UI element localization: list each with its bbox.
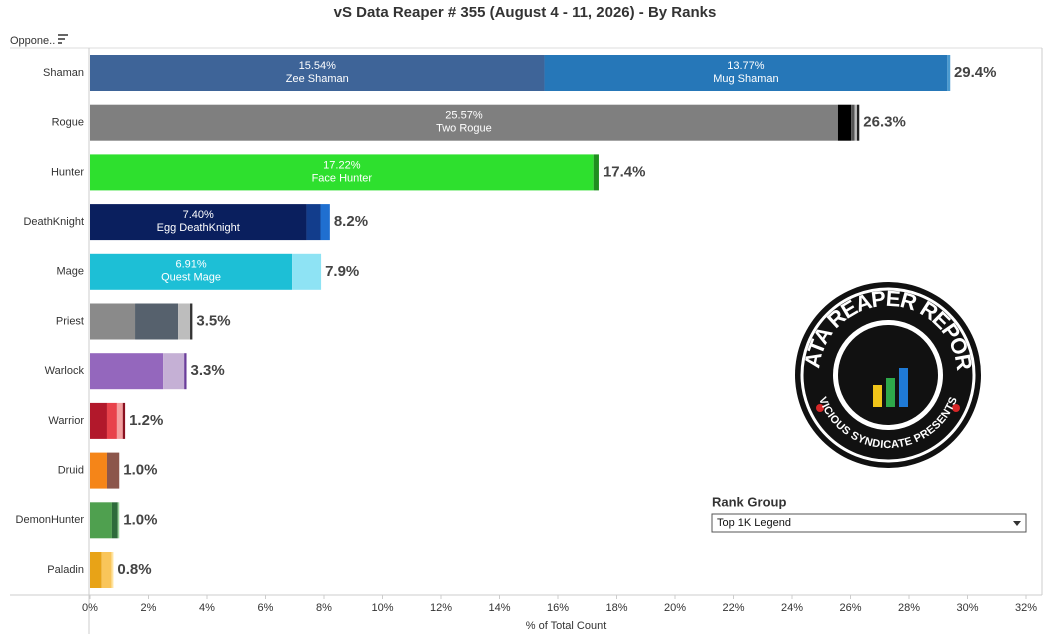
bar-segment (90, 552, 102, 588)
total-label: 3.5% (196, 312, 230, 329)
x-tick-label: 4% (199, 602, 215, 614)
x-tick-label: 8% (316, 602, 332, 614)
filter-dropdown[interactable] (711, 513, 1027, 533)
category-label: DemonHunter (16, 514, 85, 526)
chart-title: vS Data Reaper # 355 (August 4 - 11, 202… (334, 4, 717, 21)
bar-segment (190, 303, 193, 340)
bar-segment (111, 502, 118, 539)
bar-segment (111, 552, 114, 588)
segment-name-label: Mug Shaman (713, 73, 778, 85)
bar-segment (116, 402, 123, 439)
bar-segment (90, 154, 594, 191)
segment-value-label: 15.54% (299, 60, 337, 72)
bar-segment (106, 402, 117, 439)
x-tick-label: 24% (781, 602, 803, 614)
category-label: DeathKnight (23, 216, 84, 228)
x-tick-label: 10% (371, 602, 393, 614)
segment-value-label: 7.40% (183, 209, 214, 221)
bar-segment (178, 303, 191, 340)
bar-segment (90, 104, 838, 141)
x-tick-label: 14% (488, 602, 510, 614)
bar-segment (117, 502, 120, 539)
sort-icon[interactable] (58, 34, 68, 44)
x-tick-label: 22% (722, 602, 744, 614)
x-tick-label: 20% (664, 602, 686, 614)
total-label: 3.3% (191, 362, 225, 379)
bar-segment (320, 204, 330, 241)
segment-name-label: Face Hunter (312, 172, 373, 184)
bar-segment (854, 104, 857, 141)
x-tick-label: 28% (898, 602, 920, 614)
bar-segment (851, 104, 855, 141)
total-label: 8.2% (334, 213, 368, 230)
segment-name-label: Two Rogue (436, 123, 492, 135)
bar-segment (135, 303, 179, 340)
bar-segment (292, 253, 322, 290)
x-axis-label: % of Total Count (526, 620, 607, 632)
bar-segment (856, 104, 860, 141)
bar-segment (106, 452, 120, 489)
bar-segment (184, 353, 187, 390)
total-label: 1.0% (123, 462, 157, 479)
total-label: 1.2% (129, 412, 163, 429)
segment-value-label: 17.22% (323, 159, 361, 171)
dropdown-arrow[interactable] (1013, 521, 1021, 526)
category-label: Rogue (52, 117, 84, 129)
total-label: 0.8% (117, 561, 151, 578)
bar-segment (122, 402, 126, 439)
category-label: Druid (58, 465, 84, 477)
segment-value-label: 25.57% (445, 110, 483, 122)
category-label: Paladin (47, 564, 84, 576)
category-label: Priest (56, 315, 84, 327)
bar-segment (90, 402, 107, 439)
total-label: 7.9% (325, 263, 359, 280)
category-label: Hunter (51, 166, 84, 178)
segment-value-label: 6.91% (175, 259, 206, 271)
total-label: 17.4% (603, 163, 646, 180)
bar-segment (544, 55, 948, 91)
total-label: 29.4% (954, 64, 997, 81)
bar-segment (837, 104, 852, 141)
total-label: 26.3% (863, 114, 906, 131)
x-tick-label: 16% (547, 602, 569, 614)
category-label: Warrior (48, 415, 84, 427)
bar-segment (90, 303, 136, 340)
x-tick-label: 2% (141, 602, 157, 614)
x-tick-label: 18% (605, 602, 627, 614)
filter-label: Rank Group (712, 494, 786, 509)
x-tick-label: 6% (258, 602, 274, 614)
bar-segment (90, 253, 293, 290)
x-tick-label: 26% (839, 602, 861, 614)
x-tick-label: 30% (956, 602, 978, 614)
bar-segment (90, 204, 307, 241)
category-label: Shaman (43, 67, 84, 79)
filter-value[interactable]: Top 1K Legend (717, 517, 791, 529)
bar-segment (306, 204, 321, 241)
bar-segment (90, 55, 545, 91)
category-label: Warlock (45, 365, 85, 377)
total-label: 1.0% (123, 511, 157, 528)
segment-name-label: Egg DeathKnight (157, 222, 240, 234)
segment-name-label: Quest Mage (161, 272, 221, 284)
bar-segment (947, 55, 951, 91)
bar-segment (90, 452, 107, 489)
bar-segment (90, 502, 112, 539)
bar-segment (163, 353, 185, 390)
x-tick-label: 12% (430, 602, 452, 614)
bar-segment (593, 154, 599, 191)
segment-value-label: 13.77% (727, 60, 765, 72)
x-tick-label: 32% (1015, 602, 1037, 614)
bar-segment (101, 552, 112, 588)
segment-name-label: Zee Shaman (286, 73, 349, 85)
x-tick-label: 0% (82, 602, 98, 614)
row-header[interactable]: Oppone.. (10, 35, 55, 47)
category-label: Mage (56, 266, 84, 278)
bar-segment (90, 353, 164, 390)
